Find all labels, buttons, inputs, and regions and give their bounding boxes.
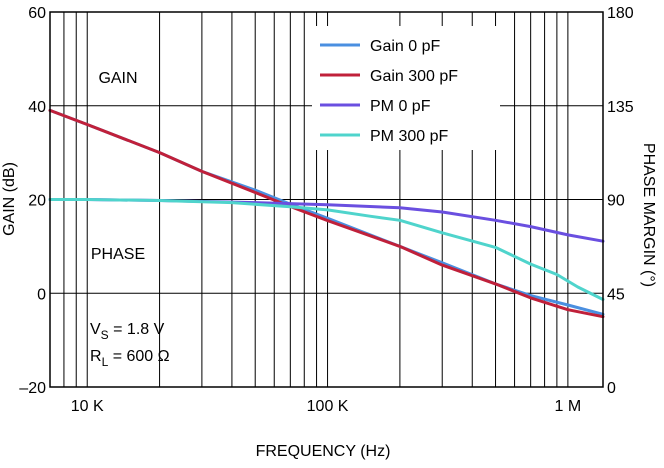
tick-labels: 10 K 100 K 1 M 60 40 20 0 –20 180 135 90 45 0 — [19, 5, 634, 415]
load-resistance-label: RL = 600 Ω — [90, 348, 170, 369]
y-tick-label: 60 — [28, 5, 46, 22]
y2-axis-label: PHASE MARGIN (°) — [640, 143, 657, 287]
y2-tick-label: 180 — [607, 5, 634, 22]
rl-value: = 600 Ω — [108, 348, 169, 365]
y2-tick-label: 135 — [607, 99, 634, 116]
legend-label-1: Gain 300 pF — [370, 68, 458, 85]
series-layer — [48, 108, 605, 319]
annotation-phase: PHASE — [91, 246, 145, 263]
series-line-1 — [48, 108, 605, 319]
series-line-3 — [48, 198, 605, 301]
y-axis-label: GAIN (dB) — [1, 162, 18, 236]
legend-label-2: PM 0 pF — [370, 98, 431, 115]
conditions-annotation: VS = 1.8 V RL = 600 Ω — [90, 321, 170, 369]
legend: Gain 0 pF Gain 300 pF PM 0 pF PM 300 pF — [312, 26, 500, 150]
legend-label-0: Gain 0 pF — [370, 38, 440, 55]
legend-background — [312, 26, 500, 150]
rl-symbol: R — [90, 348, 102, 365]
supply-voltage-label: VS = 1.8 V — [90, 321, 165, 342]
vs-value: = 1.8 V — [109, 321, 165, 338]
y-tick-label: 40 — [28, 99, 46, 116]
y2-tick-label: 0 — [607, 380, 616, 397]
x-tick-label: 100 K — [307, 398, 349, 415]
y-tick-label: 20 — [28, 193, 46, 210]
x-axis-label: FREQUENCY (Hz) — [256, 443, 391, 460]
y-tick-label: –20 — [19, 380, 46, 397]
x-tick-label: 1 M — [555, 398, 582, 415]
x-tick-label: 10 K — [71, 398, 104, 415]
annotation-gain: GAIN — [98, 70, 137, 87]
rl-subscript: L — [102, 355, 109, 369]
vs-subscript: S — [101, 328, 109, 342]
y2-tick-label: 45 — [607, 286, 625, 303]
y2-tick-label: 90 — [607, 193, 625, 210]
vs-symbol: V — [90, 321, 101, 338]
y-tick-label: 0 — [37, 286, 46, 303]
plot-frame — [49, 11, 604, 388]
legend-label-3: PM 300 pF — [370, 128, 448, 145]
